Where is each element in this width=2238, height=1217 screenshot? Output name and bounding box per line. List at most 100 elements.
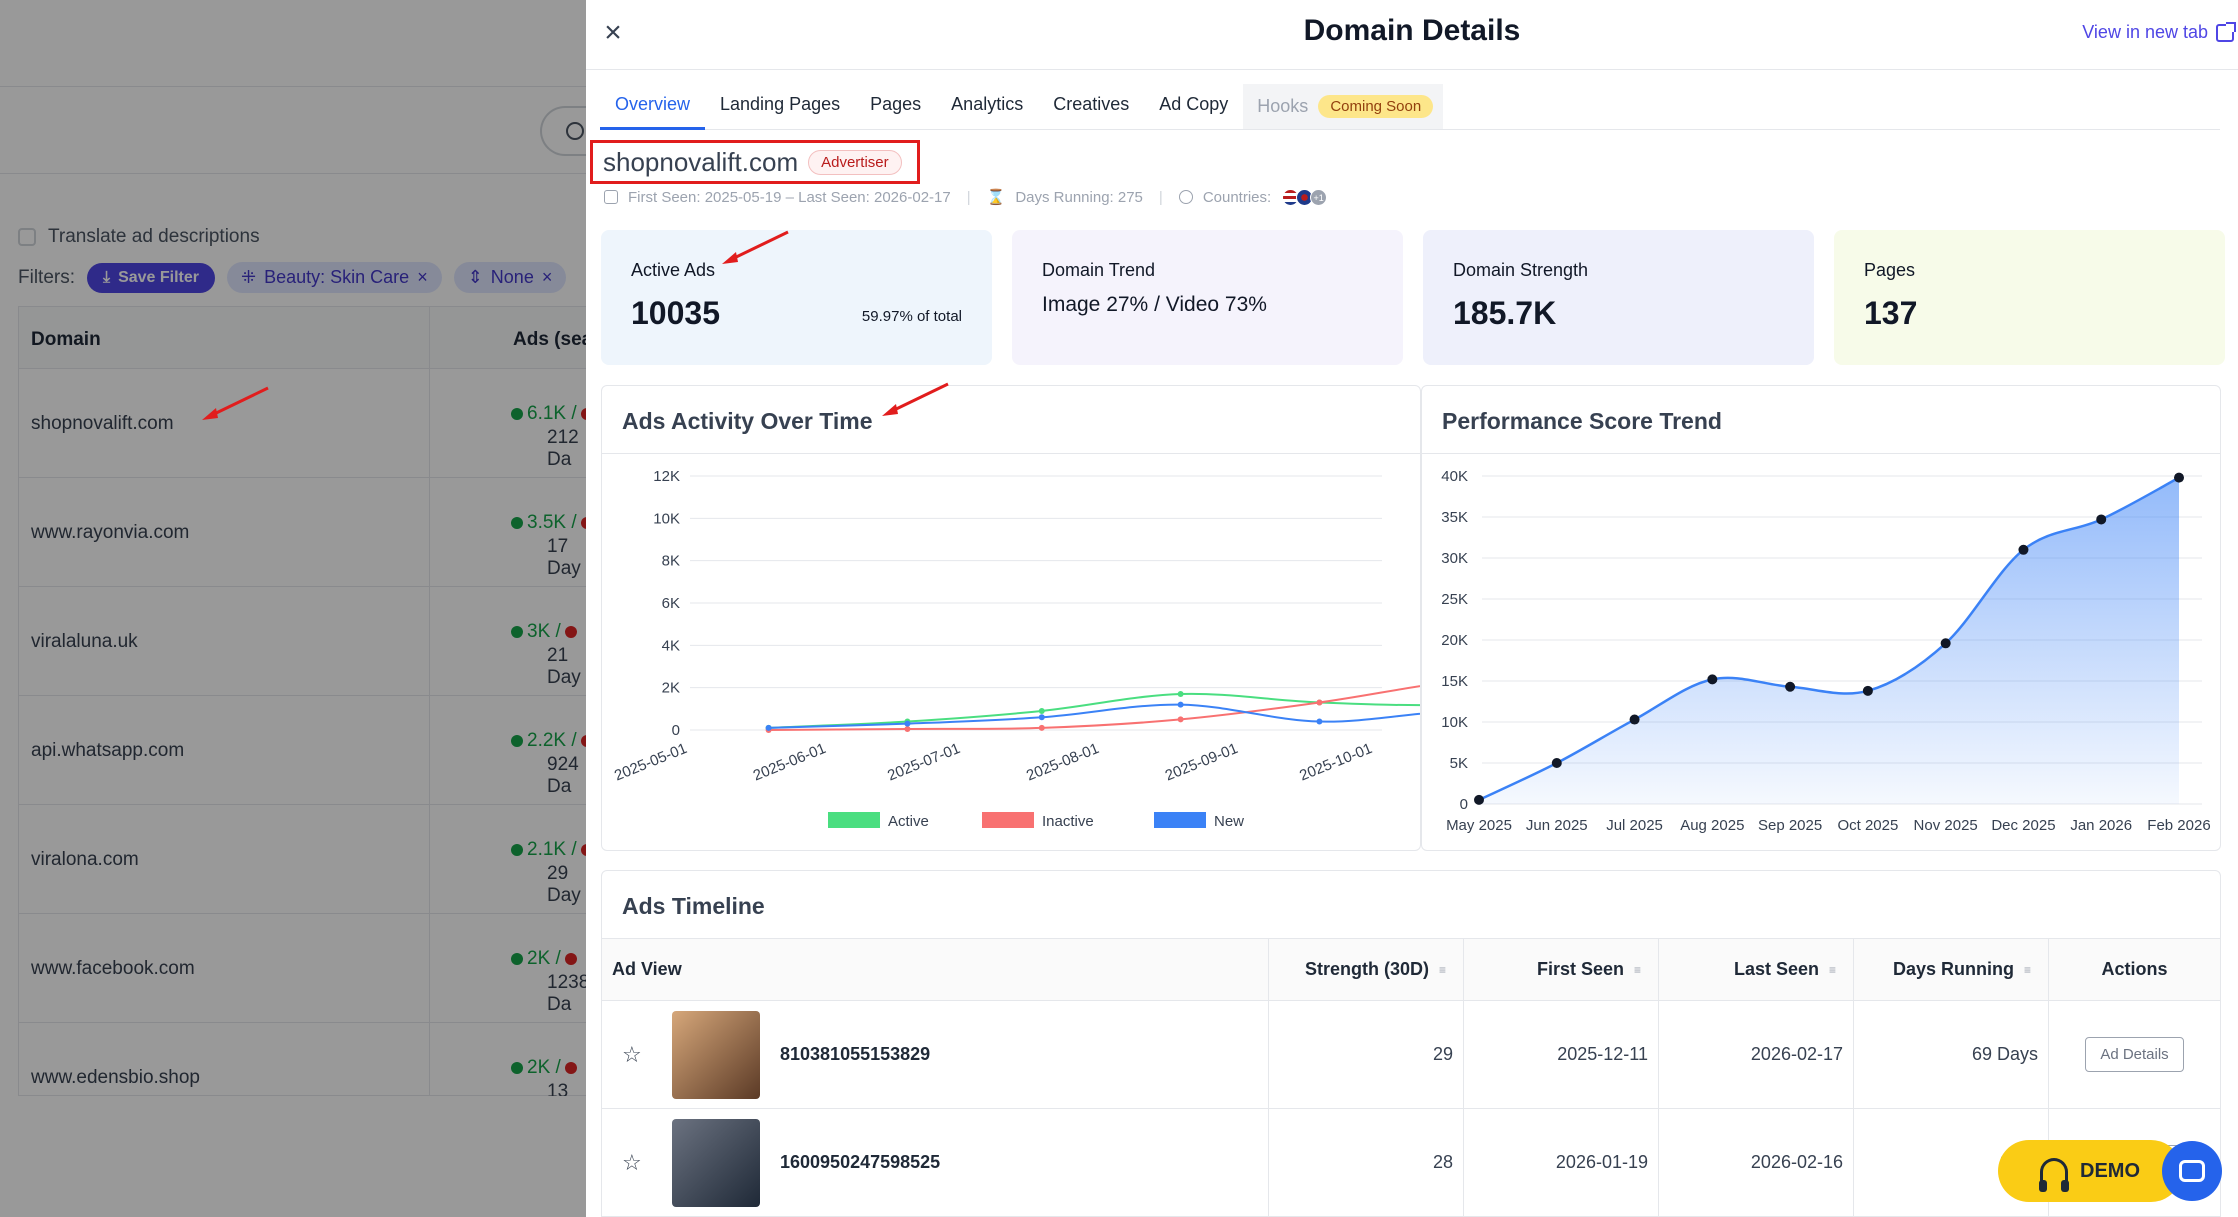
data-point [1316,718,1323,725]
stats-cards: Active Ads 10035 59.97% of total Domain … [601,230,2225,365]
ads-activity-chart: 0 2K 4K 6K 8K 10K 12K 2025-05-01 2025-06-01 2025-… [612,468,1420,830]
x-tick-label: Nov 2025 [1914,817,1978,834]
data-point [904,725,911,732]
ad-id: 810381055153829 [780,1044,931,1064]
countries-more[interactable]: +1 [1310,188,1328,206]
ad-thumbnail[interactable] [672,1010,760,1099]
sort-icon[interactable]: ≡ [1829,962,1837,977]
tab-analytics[interactable]: Analytics [951,94,1024,114]
sort-icon[interactable]: ≡ [1634,962,1642,977]
row-ad-count: 2K / [511,948,577,970]
active-dot-icon [511,953,523,965]
demo-button[interactable]: DEMO [1998,1140,2182,1202]
tab-pages[interactable]: Pages [870,94,922,114]
active-dot-icon [511,844,523,856]
ads-timeline-table: Ad View Strength (30D) ≡ First Seen ≡ Last… [602,939,2220,1217]
performance-chart: 0 5K 10K 15K 20K 25K 30K 35K 40K May 2025 Jun 2025… [1441,468,2210,834]
table-row[interactable]: viralaluna.uk 3K / 21 Day [19,587,597,696]
row-domain[interactable]: viralaluna.uk [31,631,138,652]
y-tick-label: 35K [1441,509,1468,526]
search-box[interactable] [540,106,600,156]
tab-overview[interactable]: Overview [600,84,706,130]
table-row[interactable]: www.facebook.com 2K / 1238 Da [19,914,597,1023]
first-seen-cell: 2025-12-11 [1464,1001,1659,1108]
row-domain[interactable]: www.rayonvia.com [31,522,190,543]
translate-checkbox[interactable] [18,228,36,246]
save-filter-button[interactable]: ⤓ Save Filter [87,262,216,293]
domain-name: shopnovalift.com [603,146,799,177]
y-tick-label: 2K [662,680,680,697]
translate-toggle[interactable]: Translate ad descriptions [18,226,260,248]
x-tick-label: Aug 2025 [1680,817,1744,834]
y-tick-label: 4K [662,637,680,654]
series-line [1478,476,2180,802]
data-point [1177,716,1184,723]
col-days-running[interactable]: Days Running ≡ [1854,939,2049,1000]
x-tick-label: Jul 2025 [1606,817,1663,834]
card-label: Active Ads [631,260,716,280]
view-in-new-tab-link[interactable]: View in new tab [2082,21,2236,43]
row-count-text: 3K / [527,621,561,642]
chat-button[interactable] [2162,1141,2222,1201]
data-point [2174,472,2184,483]
table-row[interactable]: www.rayonvia.com 3.5K / 17 Day [19,478,597,587]
filter-chip[interactable]: ⁜ Beauty: Skin Care × [227,262,442,293]
ad-thumbnail[interactable] [672,1118,760,1207]
col-label: Last Seen [1733,959,1819,979]
sort-icon: ⇕ [467,267,483,287]
ad-details-button[interactable]: Ad Details [2085,1037,2184,1072]
days-running-value: 69 Days [1971,1044,2038,1064]
column-domain[interactable]: Domain [31,329,101,350]
y-tick-label: 10K [1441,714,1468,731]
inactive-dot-icon [564,953,577,965]
tab-landing-pages[interactable]: Landing Pages [720,94,841,114]
row-days: 1238 Da [547,972,590,1015]
tab-ad-copy[interactable]: Ad Copy [1159,94,1229,114]
col-strength[interactable]: Strength (30D) ≡ [1269,939,1464,1000]
row-count-text: 2.2K / [527,730,577,751]
translate-label: Translate ad descriptions [48,226,260,247]
filters-label: Filters: [18,266,75,288]
active-ads-card: Active Ads 10035 59.97% of total [601,230,992,365]
tab-creatives[interactable]: Creatives [1053,94,1130,114]
close-icon[interactable]: × [604,16,622,49]
star-icon[interactable]: ☆ [622,1041,642,1067]
domain-meta: First Seen: 2025-05-19 – Last Seen: 2026… [604,188,1328,206]
actions-cell: Ad Details [2049,1001,2220,1108]
tab-hooks-label: Hooks [1257,96,1309,116]
data-point [1474,794,1484,805]
headset-icon [2039,1158,2069,1192]
close-icon[interactable]: × [417,267,428,287]
active-dot-icon [511,735,523,747]
row-domain[interactable]: api.whatsapp.com [31,740,185,761]
series-line [768,703,1420,729]
close-icon[interactable]: × [541,267,553,287]
annotation-arrow [202,386,269,420]
x-tick-label: 2025-07-01 [885,740,963,785]
data-point [1038,707,1045,714]
column-ads[interactable]: Ads (sea [513,329,593,350]
countries-label: Countries: [1202,188,1272,206]
filter-chip[interactable]: ⇕ None × [453,262,567,293]
performance-title: Performance Score Trend [1422,386,2220,454]
table-row: ☆ 810381055153829 29 2025-12-11 2026-02-17 69… [602,1001,2220,1109]
col-last-seen[interactable]: Last Seen ≡ [1659,939,1854,1000]
sort-icon[interactable]: ≡ [1439,962,1447,977]
ads-activity-panel: Ads Activity Over Time 0 2K 4K 6K 8K 10K 12K 20… [601,385,1421,851]
row-domain[interactable]: shopnovalift.com [31,413,174,434]
row-domain[interactable]: www.facebook.com [31,958,195,979]
row-domain[interactable]: www.edensbio.shop [31,1067,200,1088]
x-tick-label: Dec 2025 [1991,817,2055,834]
row-domain[interactable]: viralona.com [31,849,139,870]
star-icon[interactable]: ☆ [622,1149,642,1175]
days-running-cell: 69 Days [1854,1001,2049,1108]
pages-card: Pages 137 [1834,230,2225,365]
strength-cell: 29 [1269,1001,1464,1108]
sort-icon[interactable]: ≡ [2024,962,2032,977]
table-header: Domain Ads (sea [19,307,597,369]
x-tick-label: Jan 2026 [2070,817,2132,834]
col-first-seen[interactable]: First Seen ≡ [1464,939,1659,1000]
card-label: Domain Strength [1453,260,1589,280]
last-seen-value: 2026-02-16 [1750,1152,1843,1172]
drawer-header: × Domain Details View in new tab [586,0,2238,70]
